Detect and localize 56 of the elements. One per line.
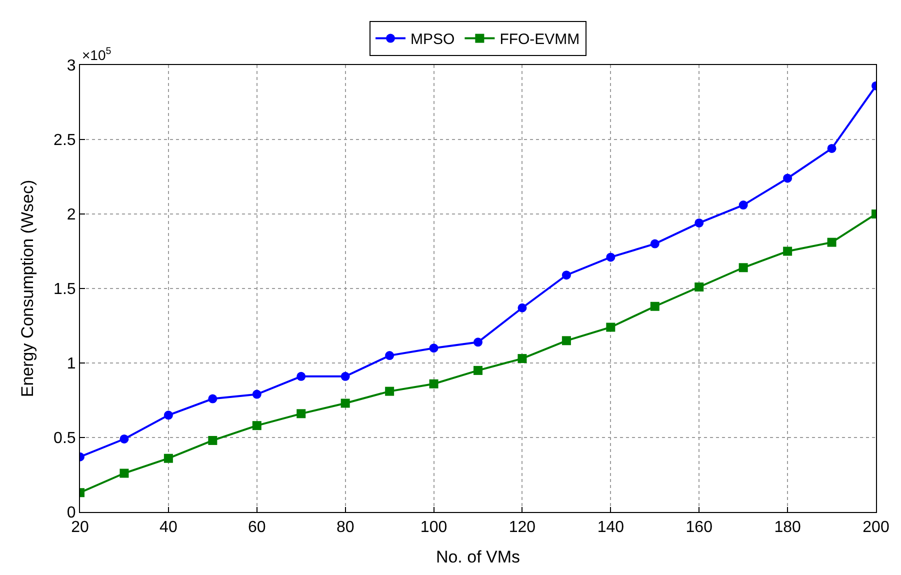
x-axis-title: No. of VMs [436,548,520,567]
point [120,468,129,478]
y-tick-label: 0.5 [54,430,76,448]
text: ×10$^{5}$ [82,46,112,63]
point [296,409,306,418]
point [518,303,527,312]
point [429,344,438,353]
point [738,263,748,272]
x-tick-label: 180 [774,519,802,536]
y-tick-label: 0 [66,504,76,522]
legend-label: FFO-EVMM [500,31,580,48]
point [208,394,218,404]
y-tick-label: 3 [66,58,76,75]
point [738,200,748,210]
point [429,379,438,388]
x-tick-label: 200 [862,519,890,536]
point [562,270,571,280]
point [606,252,616,262]
x-tick-label: 20 [71,519,89,536]
x-tick-label: 160 [686,519,713,536]
y-tick-label: 1 [66,356,76,373]
y-axis-title: Energy Consumption (Wsec) [18,180,38,398]
point [296,372,306,381]
point [164,410,173,420]
point [827,144,836,153]
point [562,336,571,346]
x-tick-label: 140 [597,519,624,536]
point [650,239,660,248]
point [474,366,482,375]
point [606,322,616,332]
point [340,372,350,381]
y-tick-label: 2 [66,206,76,224]
legend-label: MPSO [410,31,455,48]
point [783,174,792,183]
x-tick-label: 60 [248,519,266,536]
x-tick-label: 120 [508,519,536,536]
point [252,390,262,399]
point [783,246,792,256]
point [474,338,482,347]
point [164,454,173,463]
point [827,238,836,247]
x-tick-label: 40 [160,519,178,536]
point [694,282,704,292]
x-tick-label: 80 [336,519,354,536]
point [385,386,394,396]
y-tick-label: 1.5 [54,281,76,298]
point [340,398,350,408]
x-tick-label: 100 [420,519,448,536]
point [650,302,660,311]
point [120,434,129,444]
point [385,351,394,360]
point [252,421,262,430]
y-tick-label: 2.5 [54,132,76,150]
point [518,354,527,364]
point [208,436,218,445]
point [694,218,704,228]
